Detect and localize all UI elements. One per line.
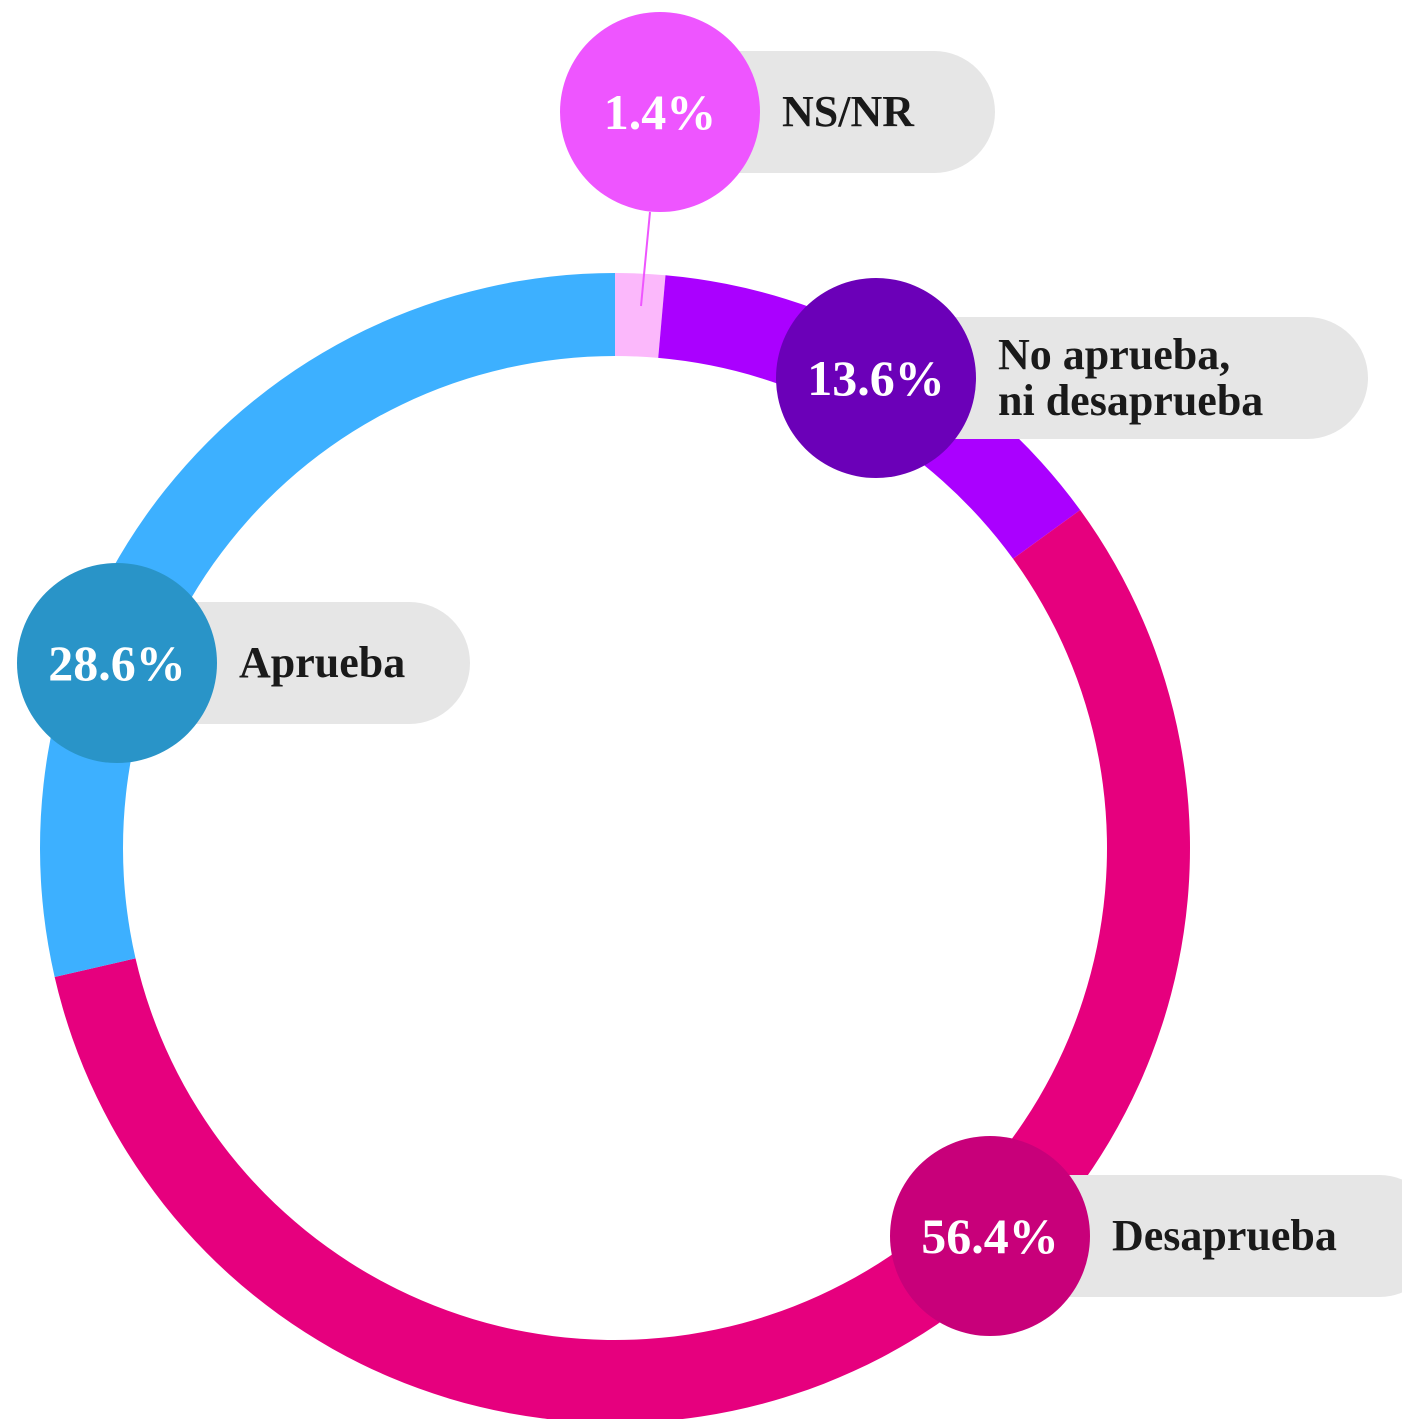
category-label: NS/NR [782,87,915,136]
value-label: 1.4% [603,84,717,140]
label-pill [990,1175,1402,1297]
value-label: 28.6% [48,635,186,691]
value-label: 56.4% [921,1208,1059,1264]
category-label: Desaprueba [1112,1211,1337,1260]
label-bubble [776,278,976,478]
label-pill [876,317,1368,439]
value-label: 13.6% [807,350,945,406]
category-label: Aprueba [239,638,406,687]
label-bubble [560,12,760,212]
label-bubble [17,563,217,763]
donut-segment [54,510,1190,1419]
label-bubble [890,1136,1090,1336]
leader-line [640,211,651,307]
donut-segment [615,273,666,358]
category-label: No aprueba, ni desaprueba [998,330,1264,425]
